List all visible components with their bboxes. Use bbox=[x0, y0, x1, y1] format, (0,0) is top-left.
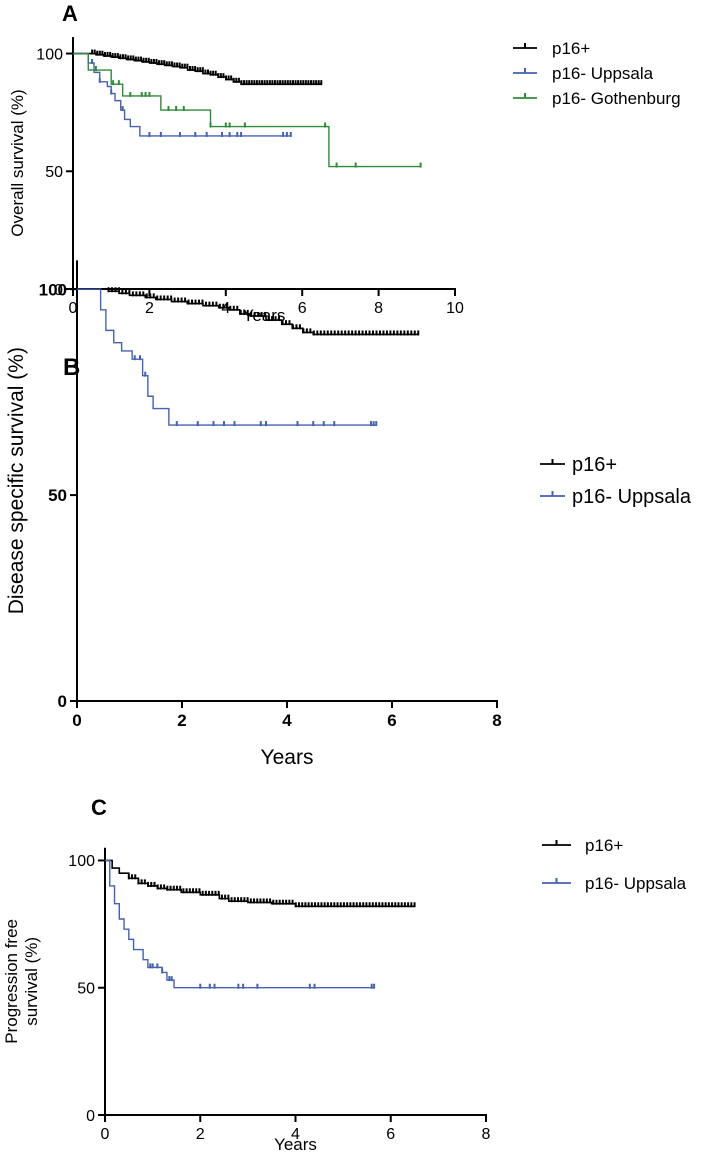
x-tick-label: 2 bbox=[177, 711, 186, 730]
y-tick-label: 50 bbox=[77, 980, 95, 997]
x-tick-label: 8 bbox=[374, 300, 383, 317]
y-tick-label: 100 bbox=[36, 46, 63, 63]
panel-C: C 0 2 4 6 8 0 50 100 Years Progression free surviva… bbox=[2, 795, 687, 1153]
legend-item: p16+ bbox=[513, 39, 590, 58]
legend-label: p16- Uppsala bbox=[552, 64, 654, 83]
legend-label: p16+ bbox=[572, 454, 617, 476]
x-tick-label: 0 bbox=[72, 711, 81, 730]
legend-item: p16+ bbox=[542, 836, 623, 855]
y-axis-label: Disease specific survival (%) bbox=[5, 347, 28, 614]
y-tick-label: 100 bbox=[68, 853, 95, 870]
survival-curve bbox=[77, 288, 377, 426]
x-tick-label: 8 bbox=[492, 711, 501, 730]
x-tick-label: 2 bbox=[196, 1126, 205, 1143]
x-tick-label: 2 bbox=[145, 300, 154, 317]
legend-label: p16- Uppsala bbox=[585, 874, 687, 893]
legend-label: p16+ bbox=[585, 836, 623, 855]
legend-item: p16- Uppsala bbox=[540, 486, 692, 508]
y-tick-label: 100 bbox=[39, 280, 67, 299]
x-tick-label: 4 bbox=[282, 711, 292, 730]
x-tick-label: 10 bbox=[446, 300, 464, 317]
series-p16--uppsala bbox=[77, 288, 378, 427]
survival-curve bbox=[105, 859, 375, 989]
legend-item: p16- Uppsala bbox=[513, 64, 654, 83]
survival-curve bbox=[73, 52, 291, 137]
x-axis-label: Years bbox=[274, 1135, 317, 1153]
legend-item: p16+ bbox=[540, 454, 617, 476]
legend-label: p16- Gothenburg bbox=[552, 89, 681, 108]
y-axis-label: Overall survival (%) bbox=[8, 89, 27, 236]
x-axis-label: Years bbox=[261, 746, 314, 769]
x-tick-label: 4 bbox=[291, 1126, 300, 1143]
legend-item: p16- Uppsala bbox=[542, 874, 687, 893]
y-tick-label: 50 bbox=[45, 164, 63, 181]
panel-label: C bbox=[91, 795, 107, 820]
series-p16+ bbox=[73, 49, 323, 86]
y-tick-label: 50 bbox=[48, 486, 67, 505]
series-p16--uppsala bbox=[105, 859, 376, 989]
series-p16+ bbox=[77, 287, 420, 336]
series-p16--gothenburg bbox=[73, 52, 422, 168]
y-tick-label: 0 bbox=[58, 692, 67, 711]
y-tick-label: 0 bbox=[54, 282, 63, 299]
y-axis-label: Progression free bbox=[2, 919, 21, 1044]
panel-label: A bbox=[62, 1, 78, 26]
legend-label: p16- Uppsala bbox=[572, 486, 692, 508]
series-p16+ bbox=[105, 859, 416, 908]
x-tick-label: 8 bbox=[482, 1126, 491, 1143]
x-tick-label: 6 bbox=[386, 1126, 395, 1143]
legend-label: p16+ bbox=[552, 39, 590, 58]
series-p16--uppsala bbox=[73, 52, 292, 137]
legend-item: p16- Gothenburg bbox=[513, 89, 681, 108]
x-tick-label: 6 bbox=[387, 711, 396, 730]
x-tick-label: 6 bbox=[298, 300, 307, 317]
x-tick-label: 0 bbox=[101, 1126, 110, 1143]
y-axis-label: survival (%) bbox=[22, 937, 41, 1026]
y-tick-label: 0 bbox=[86, 1108, 95, 1125]
x-tick-label: 0 bbox=[69, 300, 78, 317]
